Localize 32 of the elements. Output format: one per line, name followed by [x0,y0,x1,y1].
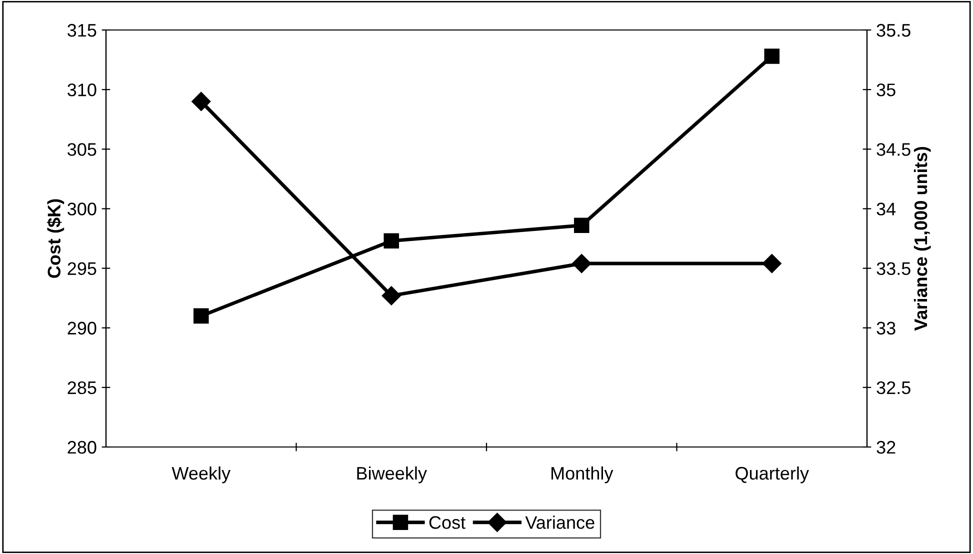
y-tick-label: 295 [68,262,96,276]
y-axis-title: Cost ($K) [46,199,64,278]
y2-tick-label: 32 [876,440,896,454]
y2-axis-title: Variance (1,000 units) [914,147,931,331]
y2-tick-label: 34.5 [876,143,910,156]
point [572,254,592,274]
y-tick-label: 300 [68,202,96,216]
y2-tick-label: 33.5 [876,262,910,276]
point [384,233,400,249]
x-tick-label: Quarterly [736,466,809,484]
x-tick-label: Weekly [172,466,231,484]
x-tick-label: Biweekly [357,466,427,484]
y-tick-label: 305 [68,143,96,156]
y-tick-label: 310 [68,84,96,96]
y-tick-label: 315 [68,24,96,37]
y2-tick-label: 35.5 [876,24,910,37]
legend-label: Cost [429,516,466,529]
x-tick-label: Monthly [552,466,614,484]
y2-tick-label: 35 [876,84,896,96]
y2-tick-label: 32.5 [876,381,910,394]
legend-label: Variance [525,516,594,529]
y-tick-label: 280 [68,440,96,454]
y-tick-label: 290 [68,322,96,335]
point [574,218,590,234]
y2-tick-label: 34 [876,202,896,216]
point [762,254,782,274]
y-tick-label: 285 [68,381,96,394]
point [382,286,401,306]
point [193,308,209,324]
point [764,48,780,64]
y2-tick-label: 33 [876,322,896,335]
point [192,92,211,112]
